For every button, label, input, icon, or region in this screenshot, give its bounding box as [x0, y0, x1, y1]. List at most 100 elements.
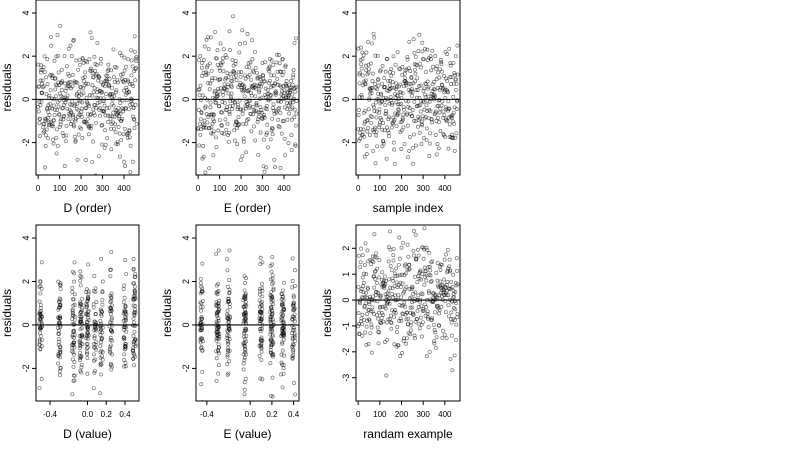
data-point: [110, 114, 115, 119]
data-point: [78, 84, 83, 89]
data-point: [427, 251, 432, 256]
data-point: [453, 87, 458, 92]
data-point: [363, 330, 368, 335]
data-point: [265, 130, 269, 135]
points-layer: [198, 248, 298, 401]
data-point: [455, 43, 460, 48]
data-point: [131, 114, 135, 119]
data-point: [225, 308, 230, 313]
y-axis-label: residuals: [320, 289, 334, 337]
data-point: [53, 87, 58, 92]
data-point: [357, 331, 362, 336]
data-point: [220, 110, 224, 115]
data-point: [87, 124, 92, 129]
data-point: [133, 272, 138, 277]
data-point: [93, 328, 98, 333]
data-point: [265, 122, 270, 127]
data-point: [427, 349, 432, 354]
data-point: [293, 143, 298, 148]
data-point: [282, 280, 287, 285]
data-point: [453, 135, 458, 140]
data-point: [274, 90, 279, 95]
data-point: [105, 136, 110, 141]
data-point: [78, 283, 83, 288]
data-point: [269, 305, 274, 309]
data-point: [402, 71, 407, 76]
data-point: [57, 112, 62, 117]
data-point: [392, 271, 397, 276]
data-point: [391, 246, 396, 251]
data-point: [132, 284, 137, 289]
data-point: [268, 305, 273, 310]
data-point: [357, 70, 362, 75]
data-point: [419, 277, 423, 282]
data-point: [389, 125, 394, 130]
data-point: [361, 280, 366, 285]
data-point: [58, 23, 63, 28]
data-point: [79, 334, 84, 339]
data-point: [405, 57, 410, 62]
data-point: [66, 46, 71, 51]
data-point: [417, 326, 422, 331]
data-point: [109, 291, 114, 296]
data-point: [375, 144, 379, 149]
data-point: [69, 103, 74, 108]
data-point: [437, 311, 441, 316]
data-point: [227, 112, 232, 117]
data-point: [208, 81, 213, 86]
data-point: [117, 154, 122, 159]
data-point: [91, 90, 96, 95]
data-point: [394, 81, 399, 86]
data-point: [403, 81, 408, 86]
data-point: [75, 80, 80, 85]
data-point: [445, 52, 449, 57]
data-point: [419, 142, 424, 147]
data-point: [260, 289, 265, 293]
data-point: [269, 269, 274, 274]
data-point: [92, 274, 97, 279]
data-point: [101, 108, 106, 113]
data-point: [121, 109, 126, 114]
data-point: [439, 62, 444, 66]
data-point: [385, 128, 390, 133]
data-point: [399, 147, 404, 151]
data-point: [357, 108, 361, 112]
data-point: [453, 54, 458, 59]
data-point: [244, 328, 249, 333]
data-point: [109, 147, 114, 152]
data-point: [387, 277, 392, 282]
data-point: [131, 281, 136, 286]
data-point: [247, 72, 252, 77]
data-point: [407, 287, 412, 292]
data-point: [279, 303, 284, 308]
data-point: [124, 98, 129, 103]
data-point: [78, 85, 83, 90]
data-point: [408, 332, 413, 337]
data-point: [408, 310, 413, 315]
data-point: [292, 115, 297, 120]
data-point: [56, 342, 61, 347]
data-point: [200, 348, 205, 353]
data-point: [242, 392, 247, 397]
data-point: [57, 282, 62, 287]
data-point: [221, 47, 226, 52]
data-point: [411, 248, 416, 253]
data-point: [199, 308, 203, 313]
data-point: [277, 125, 282, 130]
data-point: [242, 273, 247, 278]
data-point: [201, 58, 206, 63]
data-point: [271, 288, 276, 292]
data-point: [62, 54, 67, 58]
data-point: [449, 333, 454, 338]
data-point: [361, 284, 366, 289]
plot-frame: [35, 0, 140, 176]
data-point: [380, 304, 385, 309]
data-point: [119, 138, 124, 143]
data-point: [379, 117, 384, 122]
data-point: [454, 131, 459, 136]
data-point: [424, 354, 429, 359]
x-tick-label: 200: [395, 184, 409, 193]
data-point: [291, 96, 296, 101]
data-point: [124, 329, 129, 334]
data-point: [199, 382, 204, 387]
